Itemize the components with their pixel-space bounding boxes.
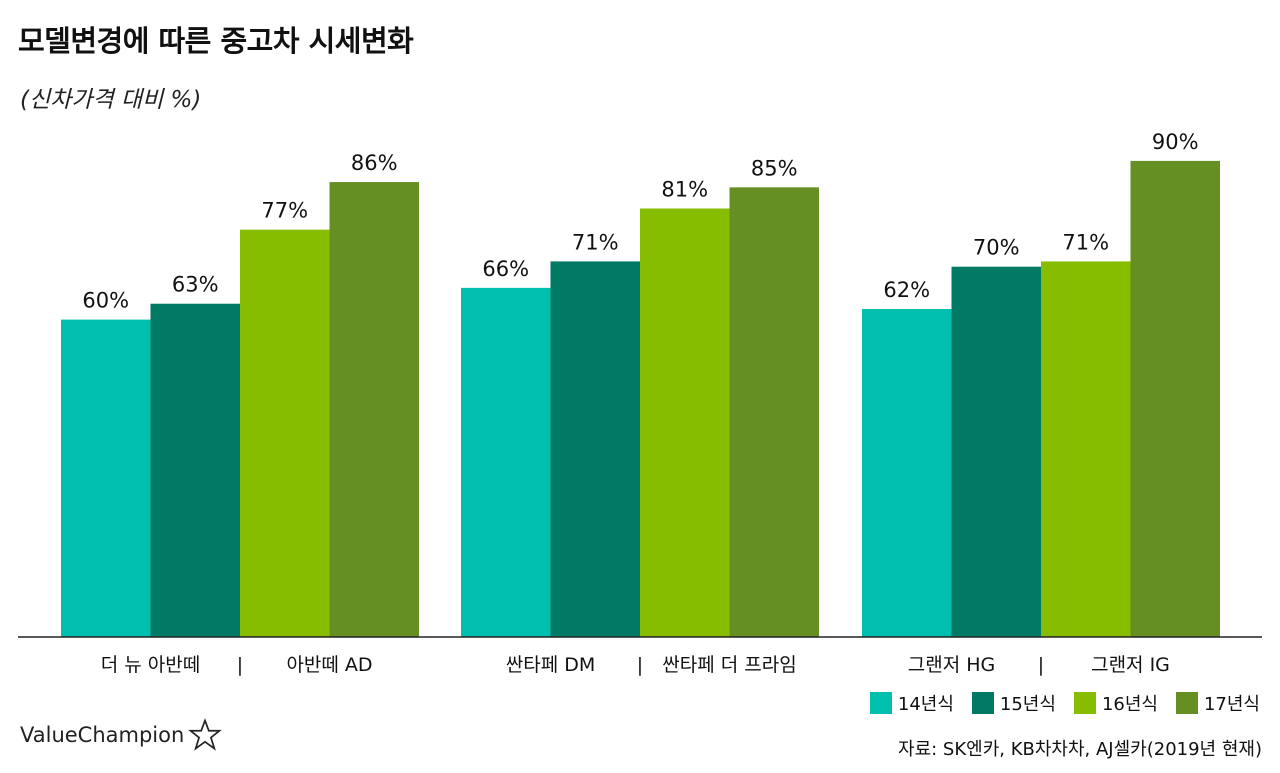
bar-g1-15년식 — [150, 303, 240, 637]
category-separator: | — [637, 654, 643, 676]
data-label: 60% — [82, 289, 129, 313]
legend-item: 14년식 — [869, 690, 954, 716]
data-label: 71% — [572, 230, 619, 254]
data-label: 90% — [1152, 130, 1199, 154]
bar-g1-14년식 — [61, 319, 151, 637]
data-label: 86% — [351, 151, 398, 175]
category-separator: | — [237, 654, 243, 676]
category-label: 더 뉴 아반떼 — [101, 654, 200, 676]
chart-title: 모델변경에 따른 중고차 시세변화 — [18, 24, 414, 58]
star-icon — [188, 718, 223, 751]
legend-item: 17년식 — [1175, 690, 1260, 716]
bar-g3-17년식 — [1130, 160, 1220, 637]
legend-item: 16년식 — [1073, 690, 1158, 716]
data-label: 81% — [661, 178, 708, 202]
bar-g2-16년식 — [640, 208, 730, 637]
bar-g3-14년식 — [862, 309, 952, 637]
bar-g2-15년식 — [550, 261, 640, 637]
legend-swatch — [971, 692, 994, 714]
data-label: 62% — [883, 278, 930, 302]
data-label: 71% — [1062, 230, 1109, 254]
category-label: 그랜저 IG — [1091, 654, 1170, 676]
legend-label: 16년식 — [1101, 694, 1158, 715]
bar-g3-15년식 — [951, 266, 1041, 637]
bar-g1-16년식 — [240, 229, 330, 638]
data-label: 63% — [172, 273, 219, 297]
bar-g1-17년식 — [329, 182, 419, 637]
legend-label: 17년식 — [1203, 694, 1260, 715]
legend-label: 15년식 — [999, 694, 1056, 715]
bar-g3-16년식 — [1041, 261, 1131, 637]
legend-swatch — [869, 692, 892, 714]
brand-name: ValueChampion — [20, 723, 185, 747]
data-label: 66% — [482, 257, 529, 281]
source-note: 자료: SK엔카, KB차차차, AJ셀카(2019년 현재) — [898, 739, 1262, 760]
category-label: 아반떼 AD — [286, 654, 372, 676]
data-label: 77% — [261, 199, 308, 223]
category-separator: | — [1038, 654, 1044, 676]
category-label: 그랜저 HG — [908, 654, 996, 676]
legend-swatch — [1175, 692, 1198, 714]
data-label: 85% — [751, 156, 798, 180]
legend-item: 15년식 — [971, 690, 1056, 716]
brand-logo: ValueChampion — [20, 718, 223, 752]
bar-g2-14년식 — [461, 287, 551, 637]
legend: 14년식 15년식 16년식 17년식 — [869, 690, 1260, 716]
bar-g2-17년식 — [729, 187, 819, 637]
legend-label: 14년식 — [897, 694, 954, 715]
category-label: 싼타페 DM — [506, 654, 596, 676]
chart-subtitle: (신차가격 대비 %) — [20, 87, 202, 113]
legend-swatch — [1073, 692, 1096, 714]
data-label: 70% — [973, 236, 1020, 260]
category-label: 싼타페 더 프라임 — [662, 654, 796, 676]
